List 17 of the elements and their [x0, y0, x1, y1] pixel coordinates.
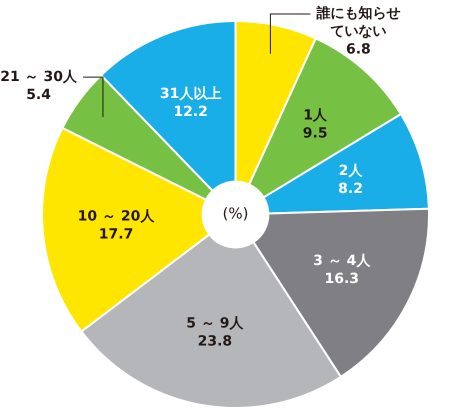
slice-label: 2人	[338, 163, 364, 180]
slice-label: 1人	[303, 107, 328, 124]
data-label: 5.4	[26, 86, 52, 103]
text: (%)	[222, 204, 248, 222]
slice-label: 5 ～ 9人	[186, 315, 244, 332]
data-label: 17.7	[98, 226, 134, 242]
data-label: 12.2	[173, 104, 208, 120]
slice-label: 3 ～ 4人	[313, 252, 372, 269]
data-label: 9.5	[302, 125, 328, 142]
data-label: 16.3	[324, 270, 360, 287]
slice-label: 31人以上	[160, 86, 222, 102]
slice-label: 10 ～ 20人	[78, 208, 156, 224]
slice-label: 21 ～ 30人	[0, 68, 78, 85]
data-label: 23.8	[198, 333, 232, 350]
data-label: 8.2	[338, 181, 363, 198]
data-label: 6.8	[346, 42, 371, 58]
slice-label: 誰にも知らせていない	[315, 6, 400, 40]
